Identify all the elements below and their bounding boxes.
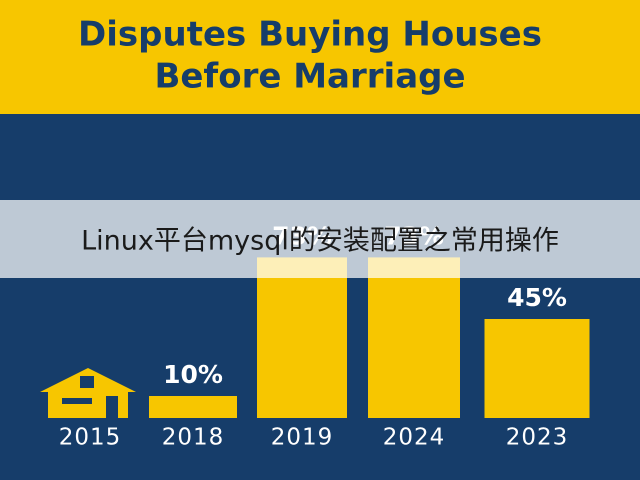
bar (149, 396, 237, 418)
value-label: 45% (507, 283, 567, 312)
x-tick-label: 2018 (162, 425, 225, 451)
chart-title: Before Marriage (154, 57, 465, 97)
chart-title: Disputes Buying Houses (78, 15, 542, 55)
bar (368, 257, 460, 418)
bar (257, 257, 347, 418)
x-tick-label: 2019 (271, 425, 334, 451)
title-band (0, 0, 640, 114)
house-icon (40, 368, 136, 418)
bar (484, 319, 590, 418)
banner (0, 200, 640, 278)
x-tick-label: 2015 (59, 425, 122, 451)
x-tick-label: 2024 (383, 425, 446, 451)
value-label: 10% (163, 360, 223, 389)
banner-text: Linux平台mysql的安装配置之常用操作 (81, 226, 559, 257)
x-tick-label: 2023 (506, 425, 569, 451)
